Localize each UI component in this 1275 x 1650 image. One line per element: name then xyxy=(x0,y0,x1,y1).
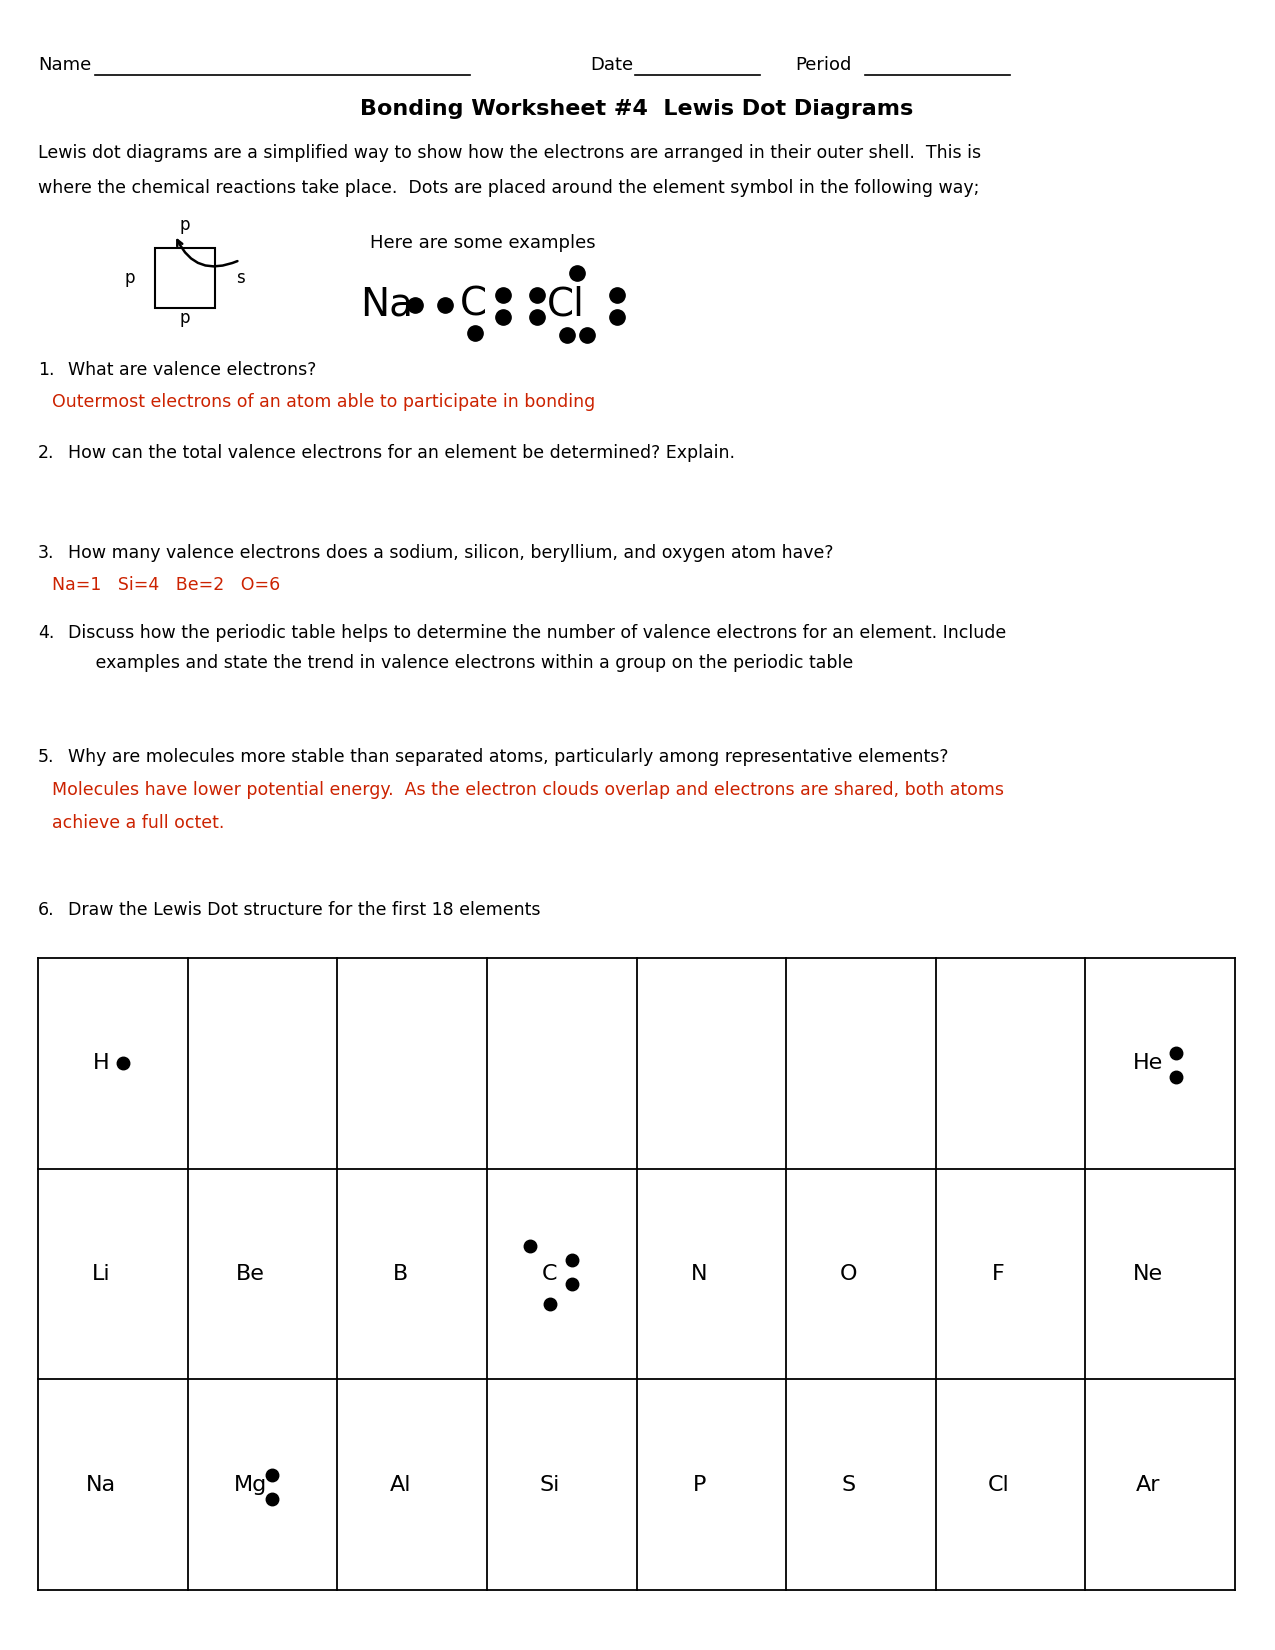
Text: Cl: Cl xyxy=(547,285,585,323)
Text: Na=1   Si=4   Be=2   O=6: Na=1 Si=4 Be=2 O=6 xyxy=(52,576,280,594)
Text: Discuss how the periodic table helps to determine the number of valence electron: Discuss how the periodic table helps to … xyxy=(68,624,1006,642)
Text: How many valence electrons does a sodium, silicon, beryllium, and oxygen atom ha: How many valence electrons does a sodium… xyxy=(68,544,834,563)
Text: p: p xyxy=(125,269,135,287)
Text: 6.: 6. xyxy=(38,901,55,919)
Text: 5.: 5. xyxy=(38,747,55,766)
Text: 1.: 1. xyxy=(38,361,55,380)
Text: C: C xyxy=(460,285,487,323)
Text: Ne: Ne xyxy=(1133,1264,1163,1284)
Text: Name: Name xyxy=(38,56,92,74)
Text: C: C xyxy=(542,1264,557,1284)
Text: N: N xyxy=(691,1264,708,1284)
Text: Na: Na xyxy=(360,285,413,323)
Text: 2.: 2. xyxy=(38,444,55,462)
Text: Lewis dot diagrams are a simplified way to show how the electrons are arranged i: Lewis dot diagrams are a simplified way … xyxy=(38,144,982,162)
Text: Period: Period xyxy=(796,56,852,74)
Text: p: p xyxy=(180,216,190,234)
Text: Be: Be xyxy=(236,1264,265,1284)
Text: Why are molecules more stable than separated atoms, particularly among represent: Why are molecules more stable than separ… xyxy=(68,747,949,766)
Bar xyxy=(156,248,215,309)
Text: examples and state the trend in valence electrons within a group on the periodic: examples and state the trend in valence … xyxy=(68,653,853,672)
Text: Here are some examples: Here are some examples xyxy=(370,234,595,252)
Text: H: H xyxy=(93,1053,110,1074)
Text: Si: Si xyxy=(539,1475,560,1495)
Text: Ar: Ar xyxy=(1136,1475,1160,1495)
Text: Draw the Lewis Dot structure for the first 18 elements: Draw the Lewis Dot structure for the fir… xyxy=(68,901,541,919)
Text: achieve a full octet.: achieve a full octet. xyxy=(52,813,224,832)
Text: Na: Na xyxy=(85,1475,116,1495)
Text: p: p xyxy=(180,309,190,327)
Text: Date: Date xyxy=(590,56,634,74)
Text: P: P xyxy=(692,1475,706,1495)
Text: F: F xyxy=(992,1264,1005,1284)
Text: Mg: Mg xyxy=(233,1475,266,1495)
Text: What are valence electrons?: What are valence electrons? xyxy=(68,361,316,380)
Text: Outermost electrons of an atom able to participate in bonding: Outermost electrons of an atom able to p… xyxy=(52,393,595,411)
Text: Li: Li xyxy=(92,1264,110,1284)
Text: where the chemical reactions take place.  Dots are placed around the element sym: where the chemical reactions take place.… xyxy=(38,178,979,196)
Text: He: He xyxy=(1133,1053,1163,1074)
Text: Al: Al xyxy=(389,1475,411,1495)
Text: How can the total valence electrons for an element be determined? Explain.: How can the total valence electrons for … xyxy=(68,444,734,462)
Text: S: S xyxy=(842,1475,856,1495)
Text: Cl: Cl xyxy=(988,1475,1010,1495)
Text: B: B xyxy=(393,1264,408,1284)
Text: 4.: 4. xyxy=(38,624,55,642)
Text: 3.: 3. xyxy=(38,544,55,563)
Text: O: O xyxy=(840,1264,858,1284)
Text: s: s xyxy=(236,269,245,287)
Text: Bonding Worksheet #4  Lewis Dot Diagrams: Bonding Worksheet #4 Lewis Dot Diagrams xyxy=(361,99,914,119)
Text: Molecules have lower potential energy.  As the electron clouds overlap and elect: Molecules have lower potential energy. A… xyxy=(52,780,1003,799)
